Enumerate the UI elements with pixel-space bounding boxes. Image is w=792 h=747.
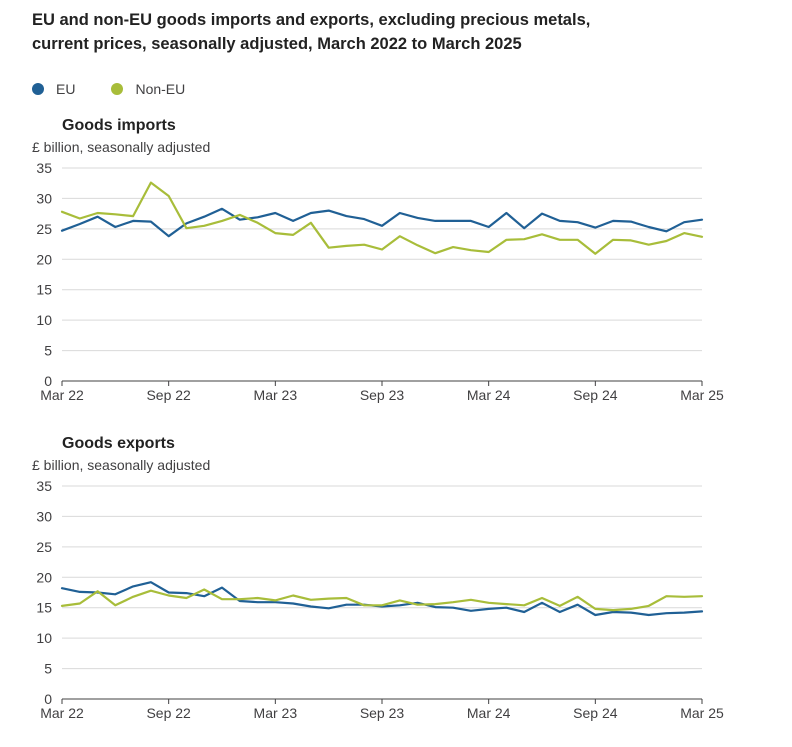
chart-title: EU and non-EU goods imports and exports,… (32, 8, 772, 56)
imports-y-tick-label-35: 35 (36, 160, 52, 176)
exports-y-tick-label-35: 35 (36, 478, 52, 494)
legend-item-non-eu: Non-EU (111, 81, 185, 97)
exports-x-tick-label-0: Mar 22 (40, 705, 84, 721)
legend: EU Non-EU (32, 80, 221, 98)
imports-y-tick-label-10: 10 (36, 312, 52, 328)
legend-swatch-eu (32, 83, 44, 95)
exports-y-tick-label-30: 30 (36, 508, 52, 524)
exports-x-tick-label-1: Sep 22 (146, 705, 191, 721)
imports-series-line-non-eu (60, 181, 704, 255)
exports-y-tick-label-25: 25 (36, 539, 52, 555)
imports-y-tick-label-0: 0 (44, 373, 52, 389)
exports-x-tick-label-2: Mar 23 (254, 705, 298, 721)
imports-x-tick-label-2: Mar 23 (254, 387, 298, 403)
imports-x-tick-label-1: Sep 22 (146, 387, 191, 403)
exports-x-tick-label-6: Mar 25 (680, 705, 724, 721)
imports-y-tick-label-30: 30 (36, 190, 52, 206)
exports-x-tick-label-4: Mar 24 (467, 705, 511, 721)
legend-swatch-non-eu (111, 83, 124, 95)
exports-chart: 0 5 10 15 20 25 30 35 Mar 22 Sep 22 Mar 23 Sep 23 Ma… (36, 478, 724, 721)
imports-y-tick-label-5: 5 (44, 343, 52, 359)
exports-y-tick-label-0: 0 (44, 691, 52, 707)
imports-chart: 0 5 10 15 20 25 30 35 Mar 22 Sep 22 Mar 23 Sep 23 Ma… (36, 160, 724, 403)
imports-series-line-eu (60, 207, 704, 238)
imports-x-tick-label-4: Mar 24 (467, 387, 511, 403)
exports-series-line-eu (60, 581, 704, 617)
legend-label-non-eu: Non-EU (135, 81, 186, 97)
imports-x-tick-label-3: Sep 23 (360, 387, 405, 403)
imports-y-axis-unit: £ billion, seasonally adjusted (32, 139, 211, 155)
exports-panel-title: Goods exports (62, 435, 175, 452)
exports-x-tick-label-5: Sep 24 (573, 705, 618, 721)
imports-y-tick-label-20: 20 (36, 251, 52, 267)
exports-y-tick-label-10: 10 (36, 630, 52, 646)
imports-x-tick-label-5: Sep 24 (573, 387, 618, 403)
imports-y-tick-label-15: 15 (36, 282, 52, 298)
legend-item-eu: EU (32, 81, 75, 97)
exports-y-tick-label-20: 20 (36, 569, 52, 585)
chart-title-line-2: current prices, seasonally adjusted, Mar… (32, 35, 522, 53)
imports-panel-title: Goods imports (62, 117, 176, 134)
exports-y-axis-unit: £ billion, seasonally adjusted (32, 457, 211, 473)
exports-series-line-non-eu (60, 588, 704, 612)
legend-label-eu: EU (56, 81, 76, 97)
imports-x-tick-label-0: Mar 22 (40, 387, 84, 403)
exports-y-tick-label-5: 5 (44, 661, 52, 677)
imports-y-tick-label-25: 25 (36, 221, 52, 237)
exports-y-tick-label-15: 15 (36, 600, 52, 616)
exports-x-tick-label-3: Sep 23 (360, 705, 405, 721)
chart-title-line-1: EU and non-EU goods imports and exports,… (32, 11, 591, 29)
imports-x-tick-label-6: Mar 25 (680, 387, 724, 403)
